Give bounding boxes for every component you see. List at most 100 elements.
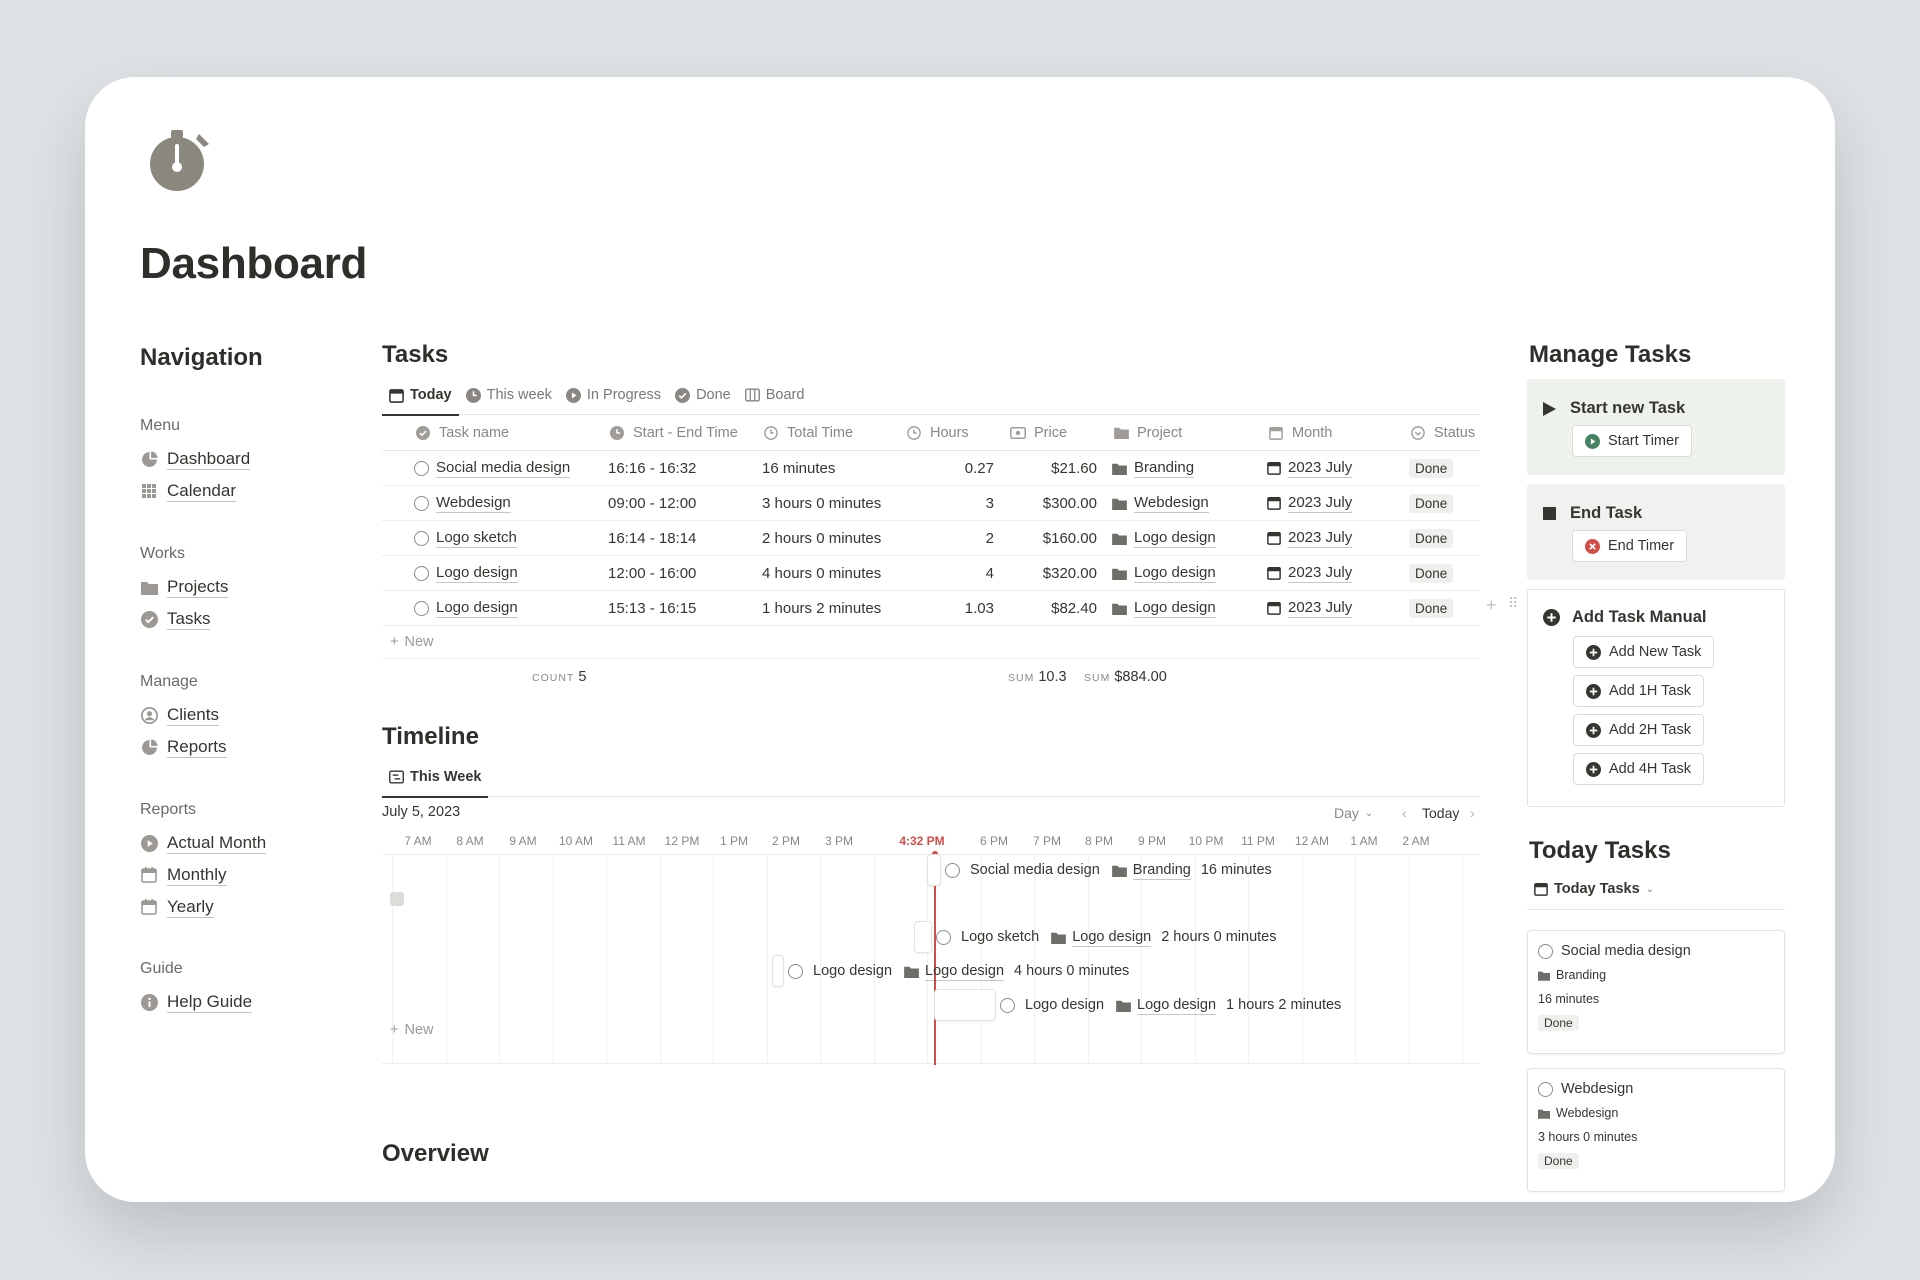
tab-today[interactable]: Today — [382, 375, 459, 416]
timeline-item-project[interactable]: Logo design — [1051, 928, 1152, 947]
status-cell[interactable]: Done — [1402, 486, 1480, 520]
end-task-toggle[interactable]: End Task — [1543, 504, 1642, 523]
nav-item-dashboard[interactable]: Dashboard — [140, 443, 360, 475]
timeline-item-project[interactable]: Logo design — [904, 962, 1005, 981]
status-cell[interactable]: Done — [1402, 521, 1480, 555]
status-circle-icon[interactable] — [414, 460, 429, 476]
project-link[interactable]: Logo design — [925, 962, 1005, 981]
month-link[interactable]: 2023 July — [1288, 528, 1353, 548]
month-link[interactable]: 2023 July — [1288, 563, 1353, 583]
project-link[interactable]: Branding — [1132, 861, 1191, 880]
status-circle-icon[interactable] — [414, 530, 429, 546]
status-cell[interactable]: Done — [1402, 451, 1480, 485]
task-name[interactable]: Social media design — [436, 458, 571, 478]
add-2h-task-button[interactable]: Add 2H Task — [1573, 714, 1704, 746]
month-link[interactable]: 2023 July — [1288, 493, 1353, 513]
status-circle-icon[interactable] — [414, 495, 429, 511]
project-link[interactable]: Logo design — [1072, 928, 1152, 947]
status-cell[interactable]: Done — [1402, 591, 1480, 625]
task-name[interactable]: Logo sketch — [436, 528, 517, 548]
col-price[interactable]: Price — [1002, 415, 1105, 450]
timeline-item-project[interactable]: Branding — [1111, 861, 1191, 880]
project-cell[interactable]: Logo design — [1105, 521, 1260, 555]
add-1h-task-button[interactable]: Add 1H Task — [1573, 675, 1704, 707]
add-new-task-button[interactable]: Add New Task — [1573, 636, 1715, 668]
today-button[interactable]: Today — [1422, 805, 1460, 821]
col-total-time[interactable]: Total Time — [755, 415, 898, 450]
project-link[interactable]: Logo design — [1134, 563, 1216, 583]
today-task-card[interactable]: Webdesign Webdesign 3 hours 0 minutes Done — [1527, 1068, 1785, 1192]
tab-in-progress[interactable]: In Progress — [559, 375, 668, 415]
task-name[interactable]: Logo design — [436, 563, 518, 583]
project-link[interactable]: Logo design — [1134, 598, 1216, 618]
nav-item-yearly[interactable]: Yearly — [140, 891, 360, 923]
chevron-right-icon[interactable]: › — [1470, 805, 1475, 821]
month-cell[interactable]: 2023 July — [1260, 591, 1402, 625]
project-link[interactable]: Logo design — [1137, 996, 1217, 1015]
timeline-item[interactable]: Logo sketch Logo design 2 hours 0 minutes — [914, 921, 1276, 953]
tab-this-week[interactable]: This week — [459, 375, 559, 415]
table-row[interactable]: Logo design 12:00 - 16:00 4 hours 0 minute… — [382, 556, 1480, 591]
tab-this-week-timeline[interactable]: This Week — [382, 757, 489, 798]
table-row[interactable]: Logo sketch 16:14 - 18:14 2 hours 0 minute… — [382, 521, 1480, 556]
chevron-left-icon[interactable]: ‹ — [1402, 805, 1407, 821]
status-circle-icon[interactable] — [414, 600, 429, 616]
col-hours[interactable]: Hours — [898, 415, 1002, 450]
status-circle-icon[interactable] — [1000, 997, 1015, 1013]
nav-item-actual-month[interactable]: Actual Month — [140, 827, 360, 859]
drag-handle-icon[interactable]: ⠿ — [1508, 595, 1518, 611]
status-circle-icon[interactable] — [414, 565, 429, 581]
sum-hours-calc[interactable]: SUM 10.3 — [1008, 669, 1067, 685]
month-cell[interactable]: 2023 July — [1260, 451, 1402, 485]
timeline-item[interactable]: Logo design Logo design 4 hours 0 minutes — [772, 955, 1129, 987]
project-cell[interactable]: Logo design — [1105, 591, 1260, 625]
project-link[interactable]: Webdesign — [1134, 493, 1209, 513]
timeline-bar[interactable] — [772, 955, 784, 987]
project-link[interactable]: Branding — [1134, 458, 1195, 478]
tab-done[interactable]: Done — [668, 375, 738, 415]
project-cell[interactable]: Webdesign — [1105, 486, 1260, 520]
table-row[interactable]: Social media design 16:16 - 16:32 16 minut… — [382, 451, 1480, 486]
timeline-item[interactable]: Social media design Branding 16 minutes — [927, 854, 1272, 886]
add-4h-task-button[interactable]: Add 4H Task — [1573, 753, 1704, 785]
start-timer-button[interactable]: Start Timer — [1572, 425, 1692, 457]
count-calc[interactable]: COUNT 5 — [532, 669, 586, 685]
month-link[interactable]: 2023 July — [1288, 598, 1353, 618]
col-status[interactable]: Status — [1402, 415, 1480, 450]
status-circle-icon[interactable] — [936, 929, 951, 945]
today-tasks-view-select[interactable]: Today Tasks ⌄ — [1534, 881, 1654, 897]
status-cell[interactable]: Done — [1402, 556, 1480, 590]
timeline-scale-select[interactable]: Day ⌄ — [1334, 805, 1373, 821]
project-cell[interactable]: Logo design — [1105, 556, 1260, 590]
nav-item-calendar[interactable]: Calendar — [140, 475, 360, 507]
nav-item-reports[interactable]: Reports — [140, 731, 360, 763]
task-name-cell[interactable]: Logo design — [382, 591, 601, 625]
status-circle-icon[interactable] — [1538, 1081, 1553, 1097]
nav-item-help-guide[interactable]: Help Guide — [140, 986, 360, 1018]
task-name-cell[interactable]: Logo sketch — [382, 521, 601, 555]
status-circle-icon[interactable] — [788, 963, 803, 979]
end-timer-button[interactable]: End Timer — [1572, 530, 1688, 562]
table-row[interactable]: Logo design 15:13 - 16:15 1 hours 2 minute… — [382, 591, 1480, 626]
timeline-bar[interactable] — [934, 989, 996, 1021]
month-cell[interactable]: 2023 July — [1260, 521, 1402, 555]
timeline-new-button[interactable]: + New — [390, 1022, 433, 1038]
new-row-button[interactable]: + New — [382, 626, 1480, 659]
month-cell[interactable]: 2023 July — [1260, 556, 1402, 590]
nav-item-projects[interactable]: Projects — [140, 571, 360, 603]
timeline-item-project[interactable]: Logo design — [1116, 996, 1217, 1015]
task-name-cell[interactable]: Logo design — [382, 556, 601, 590]
task-name-cell[interactable]: Social media design — [382, 451, 601, 485]
project-cell[interactable]: Branding — [1105, 451, 1260, 485]
project-link[interactable]: Logo design — [1134, 528, 1216, 548]
col-start-end[interactable]: Start - End Time — [601, 415, 755, 450]
add-task-manual-toggle[interactable]: Add Task Manual — [1543, 608, 1706, 627]
table-row[interactable]: Webdesign 09:00 - 12:00 3 hours 0 minutes 3… — [382, 486, 1480, 521]
start-task-toggle[interactable]: Start new Task — [1543, 399, 1685, 418]
timeline-item[interactable]: Logo design Logo design 1 hours 2 minutes — [934, 989, 1341, 1021]
timeline-bar[interactable] — [927, 854, 941, 886]
month-link[interactable]: 2023 July — [1288, 458, 1353, 478]
collapse-icon[interactable] — [390, 892, 404, 906]
col-task-name[interactable]: Task name — [382, 415, 601, 450]
nav-item-tasks[interactable]: Tasks — [140, 603, 360, 635]
